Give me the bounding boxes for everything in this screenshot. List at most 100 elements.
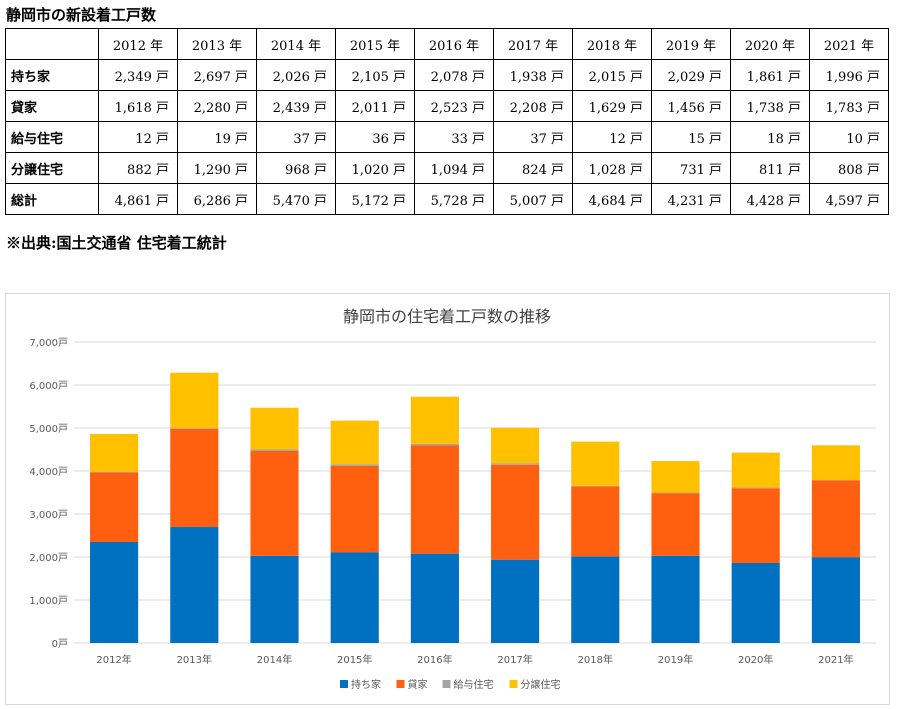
- x-tick-label: 2019年: [658, 653, 693, 666]
- bar-segment: [250, 451, 299, 556]
- bar-segment: [250, 407, 299, 450]
- bar-segment: [410, 443, 459, 446]
- table-row: 分譲住宅 882 戸 1,290 戸 968 戸 1,020 戸 1,094 戸 824 戸…: [5, 152, 889, 184]
- table-cell: 1,020 戸: [335, 152, 415, 184]
- table-cell: 36 戸: [335, 121, 415, 153]
- table-cell: 808 戸: [809, 152, 889, 184]
- table-cell: 4,684 戸: [572, 183, 652, 215]
- year-header: 2017 年: [493, 28, 573, 60]
- bar-segment: [811, 480, 860, 558]
- housing-starts-table: 2012 年 2013 年 2014 年 2015 年 2016 年 2017 年 2018…: [5, 28, 889, 215]
- y-tick-label: 5,000戸: [29, 423, 68, 435]
- bar-segment: [811, 445, 860, 481]
- bar-segment: [571, 486, 620, 557]
- bar-segment: [90, 472, 139, 542]
- y-tick-label: 2,000戸: [29, 552, 68, 564]
- table-header-row: 2012 年 2013 年 2014 年 2015 年 2016 年 2017 年 2018…: [5, 28, 889, 60]
- table-cell: 811 戸: [730, 152, 810, 184]
- bar-segment: [90, 433, 139, 472]
- table-corner-cell: [5, 28, 99, 60]
- bar-segment: [250, 555, 299, 643]
- table-cell: 824 戸: [493, 152, 573, 184]
- table-cell: 2,029 戸: [651, 59, 731, 91]
- table-cell: 2,015 戸: [572, 59, 652, 91]
- bar-segment: [250, 449, 299, 452]
- table-cell: 18 戸: [730, 121, 810, 153]
- bar-segment: [491, 464, 540, 560]
- bar-segment: [491, 463, 540, 465]
- table-cell: 5,470 戸: [256, 183, 336, 215]
- y-tick-label: 3,000戸: [29, 509, 68, 521]
- table-cell: 2,105 戸: [335, 59, 415, 91]
- bar-segment: [170, 372, 219, 429]
- row-label: 給与住宅: [5, 121, 99, 153]
- table-cell: 882 戸: [98, 152, 178, 184]
- legend-swatch: [442, 680, 451, 688]
- table-cell: 5,728 戸: [414, 183, 494, 215]
- table-cell: 1,938 戸: [493, 59, 573, 91]
- bar-segment: [90, 541, 139, 643]
- table-title: 静岡市の新設着工戸数: [6, 6, 157, 24]
- bar-segment: [731, 452, 780, 488]
- legend-swatch: [396, 680, 405, 688]
- bar-segment: [571, 485, 620, 487]
- bar-segment: [491, 427, 540, 464]
- bar-segment: [731, 487, 780, 489]
- x-tick-label: 2018年: [578, 653, 613, 666]
- year-header: 2019 年: [651, 28, 731, 60]
- table-cell: 1,738 戸: [730, 90, 810, 122]
- bar-segment: [330, 466, 379, 553]
- table-cell: 33 戸: [414, 121, 494, 153]
- table-cell: 1,783 戸: [809, 90, 889, 122]
- row-label: 貸家: [5, 90, 99, 122]
- table-cell: 5,172 戸: [335, 183, 415, 215]
- x-tick-label: 2017年: [497, 653, 532, 666]
- table-cell: 1,456 戸: [651, 90, 731, 122]
- x-tick-label: 2016年: [417, 653, 452, 666]
- row-label: 分譲住宅: [5, 152, 99, 184]
- y-tick-label: 0戸: [52, 638, 68, 650]
- table-cell: 2,439 戸: [256, 90, 336, 122]
- y-tick-label: 4,000戸: [29, 466, 68, 478]
- legend-label: 持ち家: [351, 678, 381, 691]
- bar-segment: [651, 555, 700, 643]
- table-cell: 968 戸: [256, 152, 336, 184]
- bar-segment: [491, 559, 540, 643]
- table-cell: 2,026 戸: [256, 59, 336, 91]
- table-cell: 4,597 戸: [809, 183, 889, 215]
- bar-segment: [170, 428, 219, 528]
- table-row: 総計 4,861 戸 6,286 戸 5,470 戸 5,172 戸 5,728 戸 5,0…: [5, 183, 889, 215]
- table-cell: 6,286 戸: [177, 183, 257, 215]
- x-tick-label: 2014年: [257, 653, 292, 666]
- y-tick-label: 6,000戸: [29, 380, 68, 392]
- x-tick-label: 2020年: [738, 653, 773, 666]
- y-tick-label: 7,000戸: [29, 337, 68, 349]
- x-tick-label: 2021年: [818, 653, 853, 666]
- row-label: 持ち家: [5, 59, 99, 91]
- year-header: 2018 年: [572, 28, 652, 60]
- source-note: ※出典:国土交通省 住宅着工統計: [6, 234, 227, 252]
- row-label: 総計: [5, 183, 99, 215]
- bar-segment: [731, 562, 780, 643]
- table-cell: 12 戸: [572, 121, 652, 153]
- bar-segment: [410, 445, 459, 554]
- table-cell: 1,861 戸: [730, 59, 810, 91]
- table-cell: 2,208 戸: [493, 90, 573, 122]
- x-tick-label: 2013年: [177, 653, 212, 666]
- year-header: 2021 年: [809, 28, 889, 60]
- legend-label: 給与住宅: [454, 678, 494, 691]
- x-tick-label: 2012年: [96, 653, 131, 666]
- table-cell: 1,618 戸: [98, 90, 178, 122]
- table-cell: 2,697 戸: [177, 59, 257, 91]
- bar-segment: [330, 552, 379, 643]
- bar-segment: [651, 493, 700, 556]
- table-cell: 1,290 戸: [177, 152, 257, 184]
- table-cell: 2,523 戸: [414, 90, 494, 122]
- table-cell: 1,094 戸: [414, 152, 494, 184]
- legend-swatch: [509, 680, 518, 688]
- bar-segment: [170, 527, 219, 643]
- bar-segment: [571, 441, 620, 486]
- chart-title: 静岡市の住宅着工戸数の推移: [343, 307, 551, 326]
- y-tick-label: 1,000戸: [29, 595, 68, 607]
- table-row: 持ち家 2,349 戸 2,697 戸 2,026 戸 2,105 戸 2,078 戸 1,…: [5, 59, 889, 91]
